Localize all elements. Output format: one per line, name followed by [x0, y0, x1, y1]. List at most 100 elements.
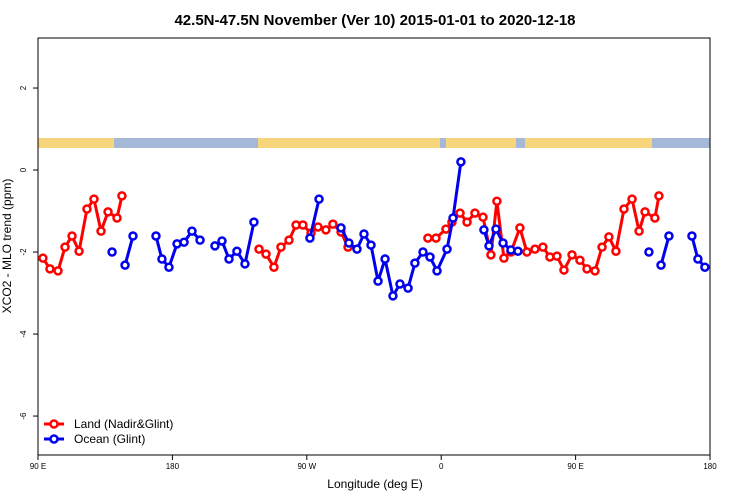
y-tick-label: -6	[19, 412, 28, 420]
data-point	[687, 231, 697, 241]
x-tick-label: 0	[439, 462, 444, 471]
data-point	[96, 226, 106, 236]
data-point	[74, 246, 84, 256]
data-point	[276, 242, 286, 252]
data-point	[254, 244, 264, 254]
data-point	[664, 231, 674, 241]
data-point	[491, 224, 501, 234]
data-point	[423, 233, 433, 243]
data-point	[305, 233, 315, 243]
data-point	[479, 225, 489, 235]
data-point	[388, 291, 398, 301]
data-point	[321, 225, 331, 235]
x-tick-label: 90 E	[567, 462, 583, 471]
land-strip	[258, 138, 440, 148]
y-tick-label: 2	[19, 85, 28, 90]
data-point	[82, 204, 92, 214]
data-point	[604, 232, 614, 242]
data-point	[634, 226, 644, 236]
data-point	[67, 231, 77, 241]
data-point	[366, 240, 376, 250]
data-point	[313, 222, 323, 232]
data-point	[89, 194, 99, 204]
x-tick-label: 180	[166, 462, 180, 471]
data-point	[53, 266, 63, 276]
data-point	[38, 253, 48, 263]
legend-label: Land (Nadir&Glint)	[74, 417, 173, 431]
data-point	[284, 235, 294, 245]
data-point	[575, 255, 585, 265]
data-point	[336, 223, 346, 233]
land-sea-strip	[38, 138, 710, 148]
data-point	[582, 264, 592, 274]
data-point	[499, 253, 509, 263]
legend-marker	[49, 434, 59, 444]
x-tick-label: 90 W	[297, 462, 316, 471]
data-point	[359, 229, 369, 239]
data-point	[530, 244, 540, 254]
data-point	[157, 254, 167, 264]
chart-title: 42.5N-47.5N November (Ver 10) 2015-01-01…	[174, 12, 575, 29]
data-point	[498, 238, 508, 248]
data-point	[373, 276, 383, 286]
data-point	[344, 238, 354, 248]
data-point	[179, 237, 189, 247]
data-point	[442, 244, 452, 254]
data-point	[187, 226, 197, 236]
data-point	[425, 252, 435, 262]
data-point	[410, 258, 420, 268]
data-point	[210, 241, 220, 251]
data-point	[656, 260, 666, 270]
y-tick-label: -4	[19, 330, 28, 338]
y-tick-label: 0	[19, 167, 28, 172]
data-point	[650, 213, 660, 223]
data-point	[486, 250, 496, 260]
data-point	[456, 157, 466, 167]
data-point	[217, 236, 227, 246]
data-point	[700, 262, 710, 272]
legend: Land (Nadir&Glint)Ocean (Glint)	[44, 417, 173, 446]
data-point	[232, 246, 242, 256]
data-point	[395, 279, 405, 289]
data-point	[552, 251, 562, 261]
data-point	[597, 242, 607, 252]
data-point	[120, 260, 130, 270]
data-point	[448, 213, 458, 223]
data-point	[240, 259, 250, 269]
data-point	[478, 212, 488, 222]
data-point	[269, 262, 279, 272]
data-point	[224, 254, 234, 264]
data-point	[492, 196, 502, 206]
data-point	[128, 231, 138, 241]
data-point	[644, 247, 654, 257]
legend-label: Ocean (Glint)	[74, 432, 145, 446]
data-point	[640, 207, 650, 217]
y-axis-label: XCO2 - MLO trend (ppm)	[0, 179, 14, 314]
data-point	[513, 246, 523, 256]
data-point	[693, 254, 703, 264]
data-point	[60, 242, 70, 252]
data-point	[590, 266, 600, 276]
legend-marker	[49, 419, 59, 429]
data-point	[328, 219, 338, 229]
data-point	[431, 233, 441, 243]
data-point	[249, 217, 259, 227]
data-point	[627, 194, 637, 204]
data-point	[103, 207, 113, 217]
data-point	[432, 266, 442, 276]
data-point	[611, 246, 621, 256]
data-point	[45, 264, 55, 274]
land-strip	[446, 138, 516, 148]
data-point	[107, 247, 117, 257]
data-point	[538, 242, 548, 252]
data-point	[654, 191, 664, 201]
data-point	[151, 231, 161, 241]
data-point	[261, 249, 271, 259]
data-point	[455, 208, 465, 218]
data-point	[314, 194, 324, 204]
land-strip	[38, 138, 114, 148]
data-point	[403, 283, 413, 293]
data-point	[619, 204, 629, 214]
